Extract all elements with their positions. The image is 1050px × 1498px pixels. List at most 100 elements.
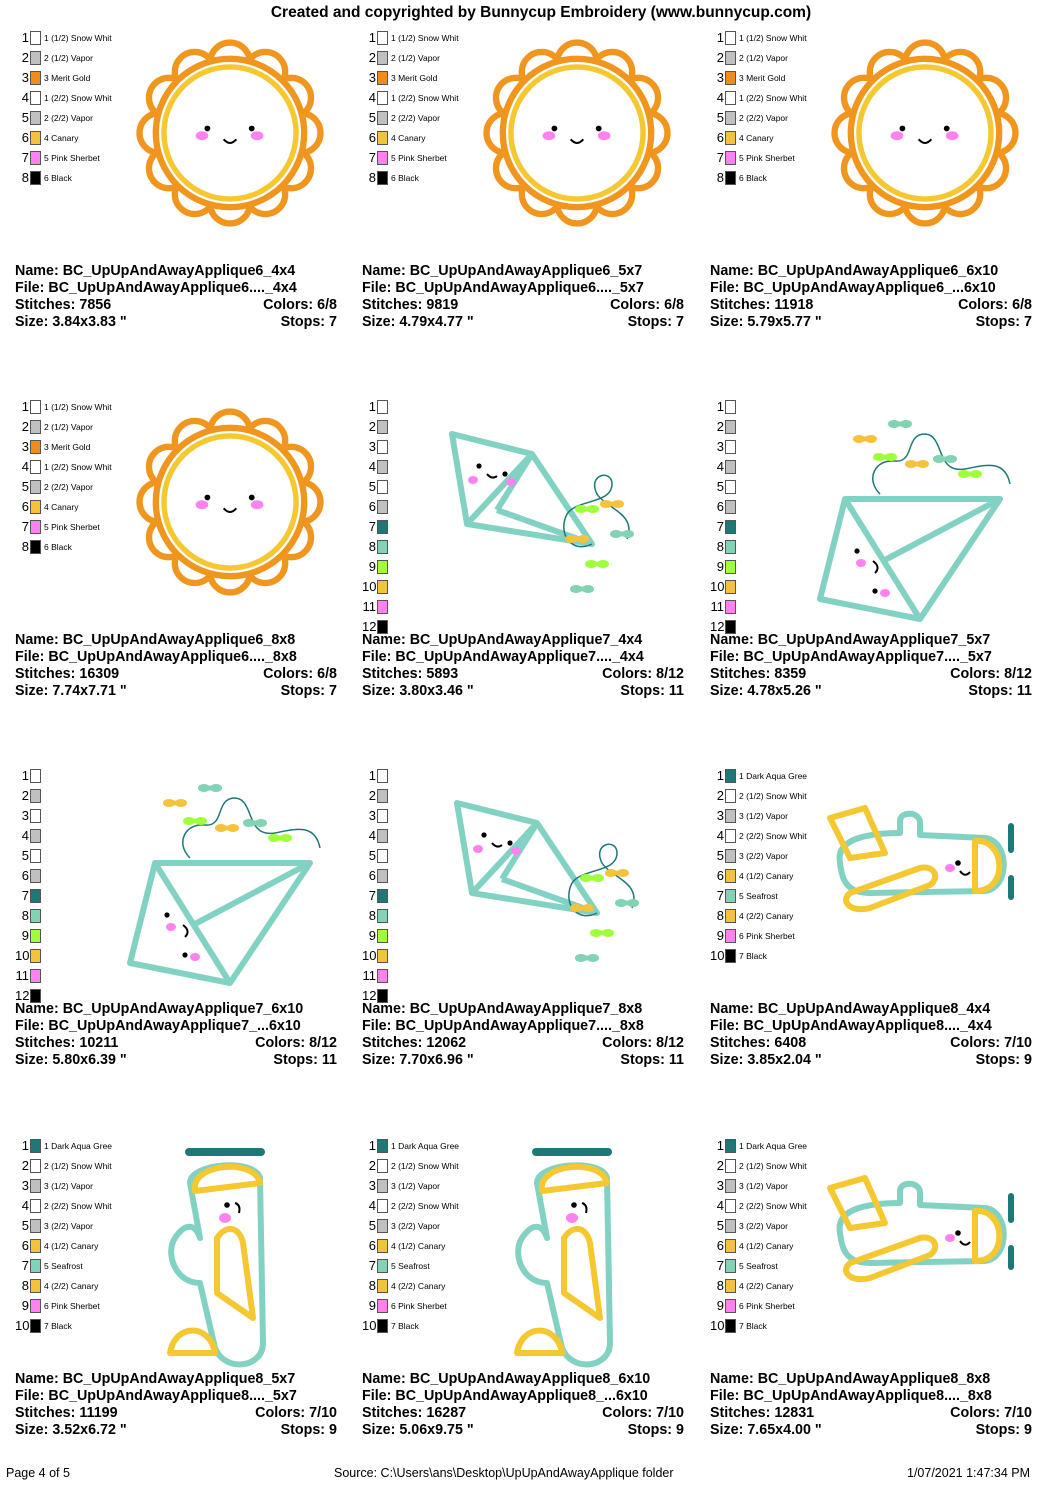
stops-label: Stops:	[627, 314, 673, 330]
info-line: Size: 3.85x2.04 " Stops: 9	[710, 1052, 1032, 1069]
info-line: Stitches: 12831 Colors: 7/10	[710, 1405, 1032, 1422]
info-right: Stops: 11	[620, 683, 684, 700]
file-label: File:	[710, 649, 740, 665]
palette-row: 5 2 (2/2) Vapor	[710, 110, 788, 126]
color-swatch	[30, 789, 41, 803]
palette-row: 5 3 (2/2) Vapor	[362, 1218, 440, 1234]
color-swatch	[725, 480, 736, 494]
palette-row: 8 6 Black	[15, 539, 72, 555]
size-label: Size:	[15, 1052, 49, 1068]
stitch-count: 6408	[774, 1035, 807, 1051]
palette-number: 7	[716, 150, 724, 165]
palette-number: 6	[368, 1238, 376, 1253]
color-count: 7/10	[1004, 1405, 1032, 1421]
info-line: Name: BC_UpUpAndAwayApplique8_5x7	[15, 1371, 337, 1388]
color-swatch	[30, 969, 41, 983]
color-swatch	[30, 769, 41, 783]
stitches-label: Stitches:	[15, 1035, 76, 1051]
palette-number: 3	[21, 1178, 29, 1193]
info-line: Stitches: 11918 Colors: 6/8	[710, 297, 1032, 314]
design-info: Name: BC_UpUpAndAwayApplique7_8x8 File: B…	[362, 1001, 684, 1069]
color-swatch	[30, 480, 41, 494]
color-count: 8/12	[656, 1035, 684, 1051]
color-swatch	[377, 909, 388, 923]
color-swatch	[377, 1219, 388, 1233]
info-right: Colors: 7/10	[950, 1405, 1032, 1422]
color-swatch	[377, 849, 388, 863]
palette-thread-label: 4 Canary	[44, 133, 79, 143]
airplane-applique-illustration	[827, 1175, 1014, 1283]
palette-row: 1 1 (1/2) Snow Whit	[710, 30, 807, 46]
palette-row: 3 3 Merit Gold	[15, 70, 90, 86]
palette-number: 3	[21, 808, 29, 823]
palette-row: 2	[710, 419, 739, 435]
color-swatch	[377, 949, 388, 963]
palette-row: 7 5 Pink Sherbet	[15, 150, 100, 166]
color-swatch	[725, 460, 736, 474]
bow-icon	[610, 530, 634, 538]
design-size: 3.52x6.72 "	[52, 1422, 127, 1438]
palette-row: 4 1 (2/2) Snow Whit	[15, 459, 112, 475]
palette-number: 8	[21, 1278, 29, 1293]
palette-row: 5 3 (2/2) Vapor	[710, 848, 788, 864]
palette-number: 10	[362, 579, 377, 594]
info-right: Colors: 8/12	[602, 1035, 684, 1052]
palette-number: 12	[362, 619, 377, 634]
color-swatch	[30, 989, 41, 1003]
file-label: File:	[15, 1388, 45, 1404]
info-right: Colors: 7/10	[950, 1035, 1032, 1052]
palette-number: 8	[368, 539, 376, 554]
color-swatch	[377, 480, 388, 494]
design-cell: 1 1 (1/2) Snow Whit 2 2 (1/2) Vapor 3 3 Merit…	[362, 30, 697, 390]
color-swatch	[30, 929, 41, 943]
design-cell: 1 2 3 4 5 6 7 8 9 10 11 12 Name: BC_UpUpAndAwayAppl…	[362, 768, 697, 1128]
size-label: Size:	[15, 1422, 49, 1438]
palette-number: 7	[716, 1258, 724, 1273]
stitches-label: Stitches:	[362, 297, 423, 313]
palette-thread-label: 4 (2/2) Canary	[739, 911, 794, 921]
bow-icon	[575, 505, 599, 513]
palette-number: 10	[710, 1318, 725, 1333]
palette-number: 4	[21, 1198, 29, 1213]
design-info: Name: BC_UpUpAndAwayApplique7_4x4 File: B…	[362, 632, 684, 700]
color-swatch	[377, 869, 388, 883]
color-swatch	[725, 580, 736, 594]
design-name: BC_UpUpAndAwayApplique8_5x7	[62, 1371, 296, 1387]
palette-thread-label: 4 (1/2) Canary	[391, 1241, 446, 1251]
palette-number: 12	[710, 619, 725, 634]
info-line: Name: BC_UpUpAndAwayApplique7_8x8	[362, 1001, 684, 1018]
bow-icon	[575, 954, 599, 962]
palette-number: 3	[368, 1178, 376, 1193]
palette-row: 5	[362, 479, 391, 495]
stitches-label: Stitches:	[710, 1405, 771, 1421]
stops-label: Stops:	[273, 1052, 318, 1068]
palette-row: 9	[362, 928, 391, 944]
colors-label: Colors:	[602, 1405, 653, 1421]
palette-number: 2	[21, 50, 29, 65]
palette-number: 2	[368, 419, 376, 434]
size-label: Size:	[15, 683, 49, 699]
palette-row: 10	[15, 948, 44, 964]
palette-thread-label: 5 Pink Sherbet	[44, 153, 100, 163]
palette-thread-label: 6 Pink Sherbet	[739, 1301, 795, 1311]
info-right: Colors: 6/8	[263, 297, 337, 314]
design-cell: 1 2 3 4 5 6 7 8 9 10 11 12 Name: BC_UpUpAndAwayAppl…	[710, 399, 1045, 759]
palette-row: 8 6 Black	[15, 170, 72, 186]
palette-row: 12	[15, 988, 44, 1004]
design-name: BC_UpUpAndAwayApplique8_8x8	[757, 1371, 991, 1387]
palette-row: 7 5 Pink Sherbet	[362, 150, 447, 166]
palette-row: 5	[15, 848, 44, 864]
palette-row: 3 3 (1/2) Vapor	[710, 808, 788, 824]
palette-thread-label: 7 Black	[739, 951, 767, 961]
info-right: Colors: 6/8	[958, 297, 1032, 314]
palette-number: 6	[21, 130, 29, 145]
palette-number: 10	[15, 948, 30, 963]
palette-number: 7	[368, 1258, 376, 1273]
palette-thread-label: 1 (2/2) Snow Whit	[44, 93, 112, 103]
size-label: Size:	[15, 314, 49, 330]
palette-number: 4	[368, 1198, 376, 1213]
file-label: File:	[362, 649, 392, 665]
color-swatch	[377, 929, 388, 943]
palette-row: 2 2 (1/2) Snow Whit	[710, 788, 807, 804]
color-swatch	[377, 969, 388, 983]
